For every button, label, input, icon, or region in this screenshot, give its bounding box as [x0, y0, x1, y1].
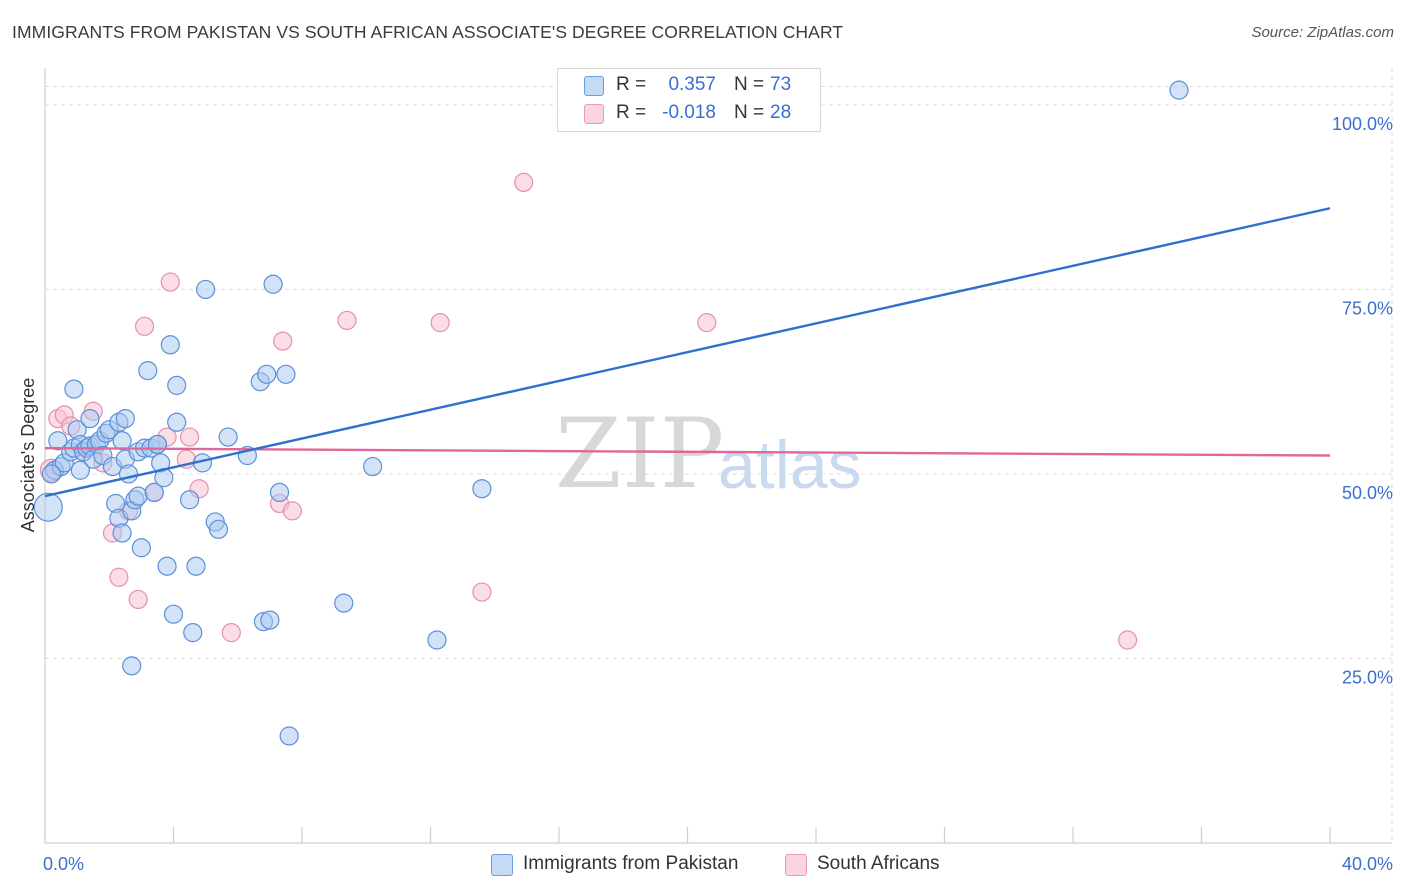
pakistan-point [48, 431, 68, 451]
y-tick-label: 75.0% [1342, 298, 1393, 318]
south-africans-point [128, 589, 148, 610]
stats-legend: R = 0.357 N = 73 R = -0.018 N = 28 [557, 68, 821, 132]
legend-r-label: R = [616, 102, 647, 123]
pakistan-point [363, 456, 383, 477]
pakistan-point [160, 335, 180, 355]
legend-label-pakistan: Immigrants from Pakistan [523, 853, 739, 874]
pakistan-point [118, 464, 139, 484]
legend-label-south-africans: South Africans [817, 853, 940, 874]
south-africans-point [514, 172, 534, 193]
pakistan-point [64, 379, 84, 399]
south-africans-point [430, 313, 450, 333]
legend-row-pakistan: R = 0.357 N = 73 [558, 72, 820, 100]
legend-row-south-africans: R = -0.018 N = 28 [558, 100, 820, 128]
south-africans-point [221, 623, 241, 643]
source-label: Source: ZipAtlas.com [1251, 24, 1394, 41]
pakistan-point [179, 490, 200, 510]
pakistan-point [269, 482, 290, 503]
pakistan-point [131, 538, 151, 558]
pakistan-point [1169, 80, 1189, 100]
south-africans-point [472, 582, 492, 602]
pakistan-point [144, 482, 164, 503]
pakistan-point [167, 412, 187, 432]
south-africans-point [1118, 630, 1138, 650]
legend-swatch-blue [584, 76, 604, 96]
south-africans-point [109, 567, 129, 587]
pakistan-point [157, 556, 177, 576]
watermark-atlas: atlas [718, 427, 862, 503]
x-tick-label: 0.0% [43, 854, 84, 874]
pakistan-point [276, 364, 296, 384]
pakistan-point [163, 604, 184, 624]
pakistan-point [115, 408, 135, 429]
y-tick-label: 25.0% [1342, 667, 1393, 687]
south-africans-point [337, 310, 357, 331]
pakistan-point [147, 434, 168, 455]
legend-n-value: 73 [770, 74, 792, 95]
legend-swatch-blue [491, 854, 513, 876]
south-africans-point [179, 427, 200, 447]
watermark-zip: ZIP [555, 398, 724, 510]
legend-r-value: 0.357 [668, 74, 716, 95]
south-africans-point [697, 313, 717, 333]
pakistan-point [334, 593, 354, 613]
tick-labels: 25.0% 50.0% 75.0% 100.0% 0.0% 40.0% [43, 114, 1393, 874]
pakistan-point [218, 427, 238, 447]
y-axis-title: Associate's Degree [18, 378, 38, 533]
legend-swatch-pink [785, 854, 807, 876]
pakistan-point [427, 630, 447, 650]
y-tick-label: 100.0% [1332, 114, 1393, 134]
south-africans-point [282, 501, 302, 521]
pakistan-point [41, 464, 62, 484]
pakistan-point [183, 623, 203, 643]
legend-swatch-pink [584, 104, 604, 124]
trend-lines [44, 207, 1331, 498]
pakistan-point [186, 556, 206, 576]
legend-r-label: R = [616, 74, 647, 95]
pakistan-trend-line [44, 207, 1331, 498]
pakistan-point [80, 408, 100, 429]
series-legend: Immigrants from Pakistan South Africans [0, 852, 1406, 878]
south-africans-point [160, 272, 180, 292]
pakistan-point [167, 375, 187, 395]
pakistan-point [257, 364, 277, 384]
pakistan-point [70, 460, 90, 480]
pakistan-point [128, 486, 148, 506]
pakistan-point [112, 523, 132, 543]
legend-n-label: N = [734, 102, 765, 123]
south-africans-point [273, 331, 293, 351]
pakistan-point [33, 492, 63, 522]
legend-n-value: 28 [770, 102, 792, 123]
pakistan-point [138, 361, 158, 381]
pakistan-point [122, 656, 142, 676]
chart-title: IMMIGRANTS FROM PAKISTAN VS SOUTH AFRICA… [12, 22, 844, 42]
watermark: ZIP atlas [555, 398, 862, 510]
south-africans-point [134, 316, 155, 336]
series-pakistan [33, 80, 1189, 746]
pakistan-point [263, 274, 283, 294]
legend-n-label: N = [734, 74, 765, 95]
y-tick-label: 50.0% [1342, 483, 1393, 503]
pakistan-point [196, 279, 216, 300]
pakistan-point [208, 519, 229, 539]
legend-r-value: -0.018 [662, 102, 716, 123]
south-africans-trend-line [44, 446, 1331, 457]
axes-layer [44, 68, 1392, 844]
x-tick-label: 40.0% [1342, 854, 1393, 874]
pakistan-point [472, 479, 492, 499]
pakistan-point [260, 610, 280, 630]
pakistan-point [279, 726, 299, 746]
pakistan-point [112, 431, 132, 451]
